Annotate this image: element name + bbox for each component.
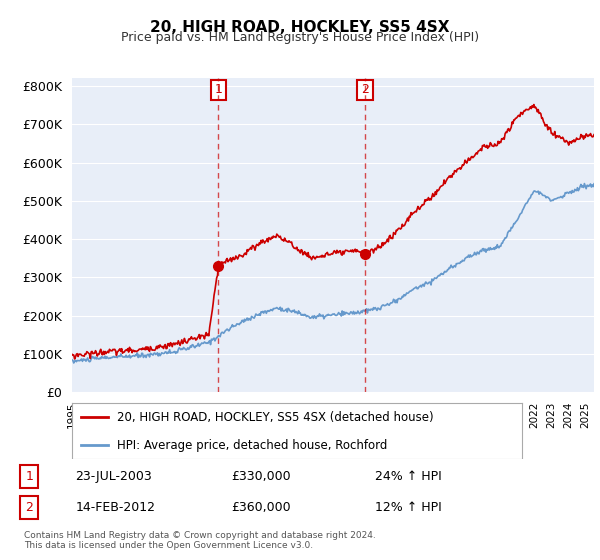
- Text: HPI: Average price, detached house, Rochford: HPI: Average price, detached house, Roch…: [117, 438, 388, 452]
- Text: 24% ↑ HPI: 24% ↑ HPI: [375, 470, 442, 483]
- Text: Contains HM Land Registry data © Crown copyright and database right 2024.
This d: Contains HM Land Registry data © Crown c…: [24, 530, 376, 550]
- Text: 20, HIGH ROAD, HOCKLEY, SS5 4SX: 20, HIGH ROAD, HOCKLEY, SS5 4SX: [150, 20, 450, 35]
- Text: 1: 1: [25, 470, 33, 483]
- Text: 2: 2: [361, 83, 369, 96]
- Text: 12% ↑ HPI: 12% ↑ HPI: [375, 501, 442, 514]
- Text: 1: 1: [214, 83, 222, 96]
- Text: 20, HIGH ROAD, HOCKLEY, SS5 4SX (detached house): 20, HIGH ROAD, HOCKLEY, SS5 4SX (detache…: [117, 410, 434, 424]
- Text: £360,000: £360,000: [231, 501, 290, 514]
- Text: 2: 2: [25, 501, 33, 514]
- Text: £330,000: £330,000: [231, 470, 290, 483]
- Text: 14-FEB-2012: 14-FEB-2012: [76, 501, 155, 514]
- Text: 23-JUL-2003: 23-JUL-2003: [76, 470, 152, 483]
- Text: Price paid vs. HM Land Registry's House Price Index (HPI): Price paid vs. HM Land Registry's House …: [121, 31, 479, 44]
